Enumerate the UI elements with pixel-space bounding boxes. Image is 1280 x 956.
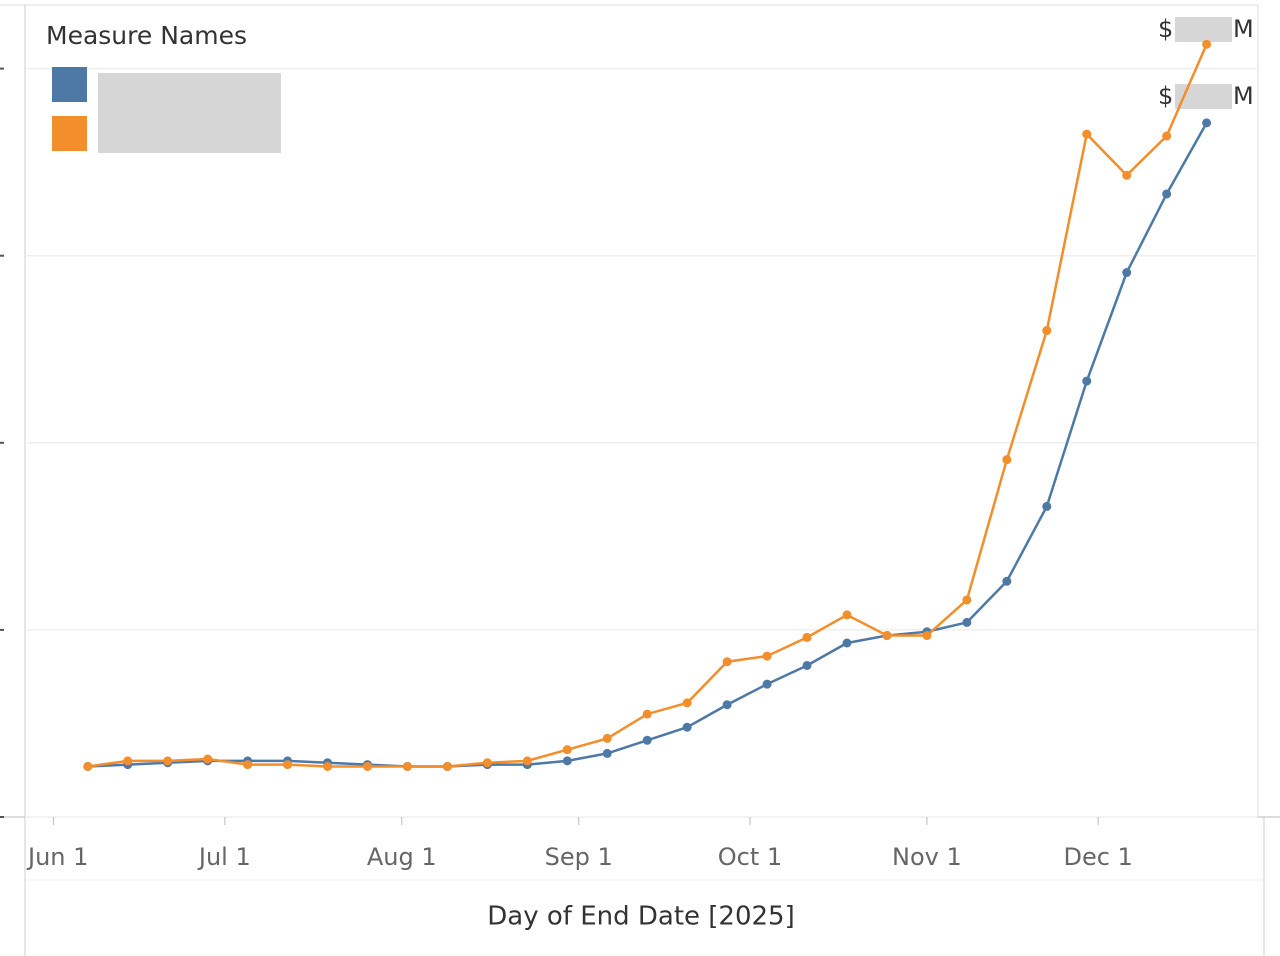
data-point [1042, 326, 1052, 336]
data-point [882, 631, 892, 641]
x-tick-label: Jun 1 [26, 843, 88, 871]
data-point [123, 756, 133, 766]
data-point [1202, 39, 1212, 49]
data-point [1202, 118, 1212, 128]
x-tick-label: Sep 1 [545, 843, 613, 871]
data-point [203, 754, 213, 764]
data-point [363, 761, 372, 771]
data-point [642, 735, 652, 745]
data-point [1042, 501, 1052, 511]
data-point [922, 631, 932, 641]
data-point [283, 760, 293, 770]
data-point [1162, 189, 1172, 199]
data-point [962, 595, 972, 605]
x-tick-label: Dec 1 [1063, 843, 1132, 871]
data-point [243, 760, 253, 770]
data-point [962, 617, 972, 627]
x-tick-label: Jul 1 [197, 843, 251, 871]
redaction [1175, 17, 1232, 42]
label-suffix: M [1233, 15, 1254, 43]
label-prefix: $ [1158, 15, 1173, 43]
data-point [642, 709, 652, 719]
x-tick-label: Nov 1 [892, 843, 962, 871]
data-point [762, 651, 772, 661]
label-prefix: $ [1158, 82, 1173, 110]
legend-swatch [52, 116, 87, 151]
data-point [323, 761, 333, 771]
data-point [842, 638, 852, 648]
label-suffix: M [1233, 82, 1254, 110]
data-point [163, 756, 173, 766]
data-point [722, 700, 732, 710]
end-label: $ M [1158, 15, 1254, 43]
data-point [802, 632, 812, 642]
data-point [682, 698, 692, 708]
data-point [682, 722, 692, 732]
data-point [83, 761, 93, 771]
data-point [722, 657, 732, 667]
data-point [522, 756, 532, 766]
data-point [402, 761, 412, 771]
data-point [842, 610, 852, 620]
data-point [442, 761, 452, 771]
x-tick-label: Oct 1 [718, 843, 782, 871]
data-point [562, 756, 572, 766]
data-point [1122, 170, 1132, 180]
data-point [602, 733, 612, 743]
data-point [1082, 129, 1092, 139]
data-point [1002, 455, 1012, 465]
data-point [602, 748, 612, 758]
x-tick-label: Aug 1 [367, 843, 437, 871]
legend-swatch [52, 67, 87, 102]
data-point [762, 679, 772, 689]
data-point [1122, 268, 1132, 278]
series-line [87, 122, 1208, 768]
data-point [1002, 576, 1012, 586]
data-point [1162, 131, 1172, 141]
legend-title: Measure Names [46, 21, 247, 50]
data-point [482, 758, 492, 768]
end-label: $ M [1158, 82, 1254, 110]
data-point [802, 660, 812, 670]
data-point [562, 745, 572, 755]
data-point [1082, 376, 1092, 386]
redaction [98, 73, 281, 153]
x-axis-title: Day of End Date [2025] [487, 902, 794, 932]
